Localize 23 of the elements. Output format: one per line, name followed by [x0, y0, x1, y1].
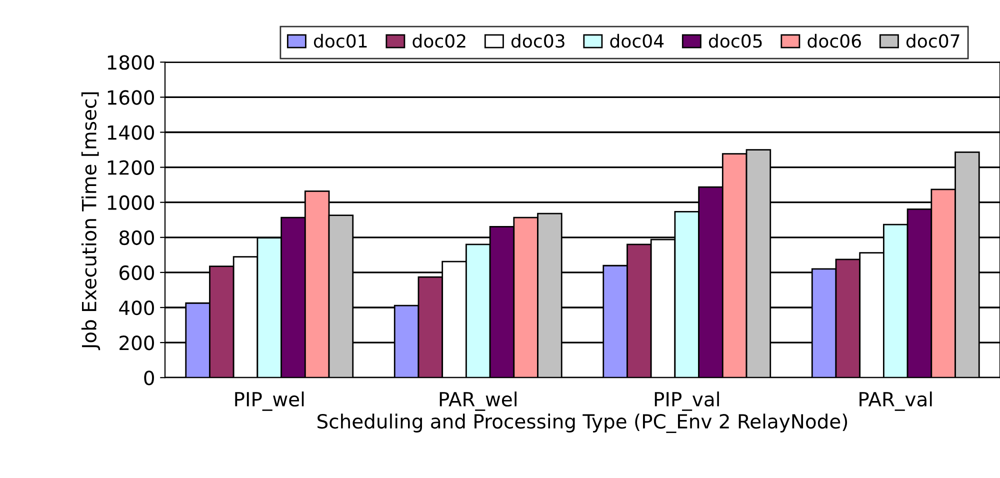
y-tick-label: 1000	[108, 195, 154, 210]
y-tick-label: 800	[119, 230, 154, 246]
x-tick-label: PAR_wel	[440, 392, 516, 411]
y-tick-label: 1200	[108, 160, 154, 175]
y-tick-label: 400	[119, 300, 154, 316]
x-tick-label: PIP_wel	[235, 392, 304, 411]
y-tick-label: 1600	[108, 90, 154, 105]
x-tick-label: PIP_val	[654, 392, 719, 411]
y-axis-title: Job Execution Time [msec]	[81, 92, 100, 350]
legend-label: doc07	[906, 34, 960, 48]
legend-label: doc06	[808, 34, 861, 48]
legend-label: doc03	[511, 34, 564, 48]
legend-label: doc02	[412, 34, 466, 48]
y-tick-label: 200	[120, 336, 154, 350]
x-axis-title: Scheduling and Processing Type (PC_Env 2 RelayNode)	[318, 414, 848, 434]
legend-label: doc04	[610, 34, 664, 48]
legend-label: doc01	[314, 34, 367, 48]
x-tick-label: PAR_val	[860, 392, 932, 411]
legend-label: doc05	[708, 34, 762, 48]
y-tick-label: 1400	[108, 125, 154, 140]
y-tick-label: 1800	[108, 55, 154, 70]
y-tick-label: 0	[144, 370, 154, 386]
y-tick-label: 600	[120, 265, 154, 280]
